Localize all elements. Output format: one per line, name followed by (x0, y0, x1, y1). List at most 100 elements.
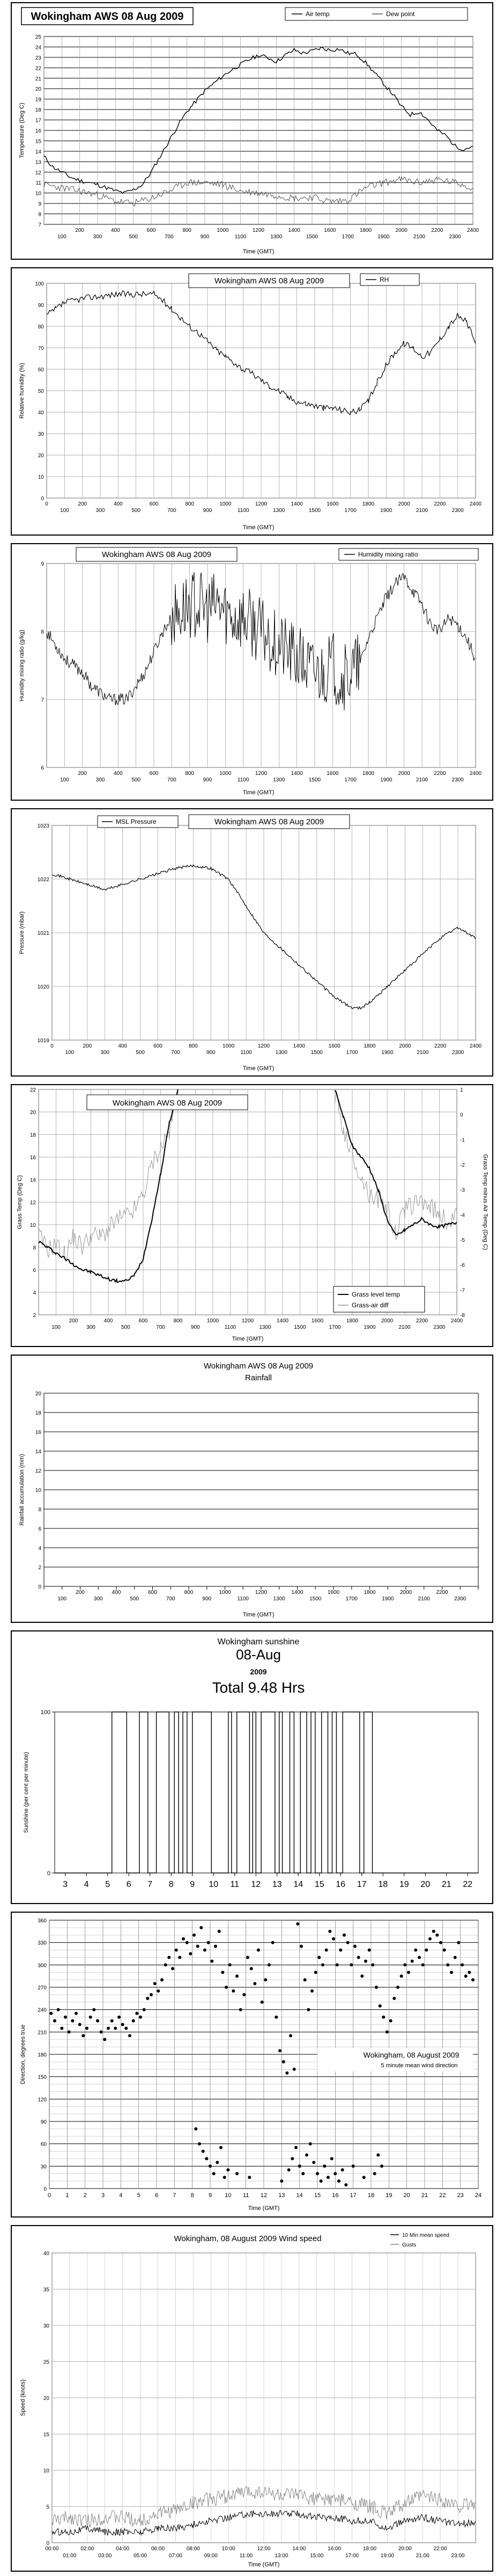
x-tick-label: 2200 (434, 501, 446, 507)
x-tick-label: 1800 (362, 771, 375, 777)
direction-point (239, 2008, 242, 2011)
x-tick-label: 5 (137, 2192, 140, 2199)
y-tick-label: 300 (38, 1963, 47, 1968)
direction-point (232, 1989, 235, 1993)
y-tick-label: 360 (38, 1918, 47, 1924)
direction-point (217, 1929, 221, 1933)
x-tick-label: 4 (84, 1880, 89, 1889)
direction-point (375, 1986, 378, 1989)
y2-axis-title: Grass Temp minus Air Temp (Deg C) (482, 1154, 488, 1250)
direction-point (189, 1952, 192, 1956)
x-axis-title: Time (GMT) (243, 524, 275, 531)
y-tick-label: 22 (35, 65, 42, 71)
direction-point (414, 1948, 418, 1952)
x-tick-label: 900 (203, 777, 212, 783)
y-tick-label: 14 (35, 1449, 42, 1455)
chart-title: Wokingham, 08 August 2009 (364, 2051, 459, 2059)
x-tick-label: 300 (86, 1324, 95, 1330)
y-tick-label: 30 (43, 2323, 50, 2329)
x-tick-label: 18 (378, 1880, 388, 1889)
direction-point (450, 1971, 453, 1974)
x-tick-label: 300 (96, 508, 105, 514)
x-tick-label: 500 (130, 1596, 139, 1602)
x-tick-label: 500 (131, 508, 140, 514)
y-tick-label: 0 (38, 1584, 41, 1590)
direction-point (296, 1922, 300, 1926)
x-tick-label: 15:00 (310, 2553, 323, 2559)
x-axis-title: Time (GMT) (243, 248, 275, 255)
direction-point (246, 1956, 249, 1959)
x-tick-label: 200 (83, 1043, 92, 1049)
direction-point (376, 2153, 380, 2157)
x-tick-label: 1600 (329, 1043, 341, 1049)
x-tick-label: 700 (165, 234, 174, 240)
y-tick-label: 14 (35, 149, 42, 155)
direction-point (291, 2157, 294, 2161)
x-tick-label: 600 (153, 1043, 162, 1049)
y-tick-label: 13 (35, 159, 42, 165)
direction-point (226, 2168, 230, 2172)
y-tick-label: 9 (38, 201, 41, 207)
x-tick-label: 200 (78, 501, 87, 507)
x-tick-label: 1400 (277, 1318, 289, 1324)
direction-point (324, 1948, 328, 1952)
x-tick-label: 08:00 (187, 2546, 200, 2552)
y-tick-label: 16 (35, 1430, 42, 1436)
direction-point (343, 1933, 346, 1937)
x-tick-label: 900 (203, 508, 212, 514)
y-tick-label: 150 (38, 2075, 47, 2081)
direction-point (351, 2164, 355, 2168)
direction-point (468, 1971, 471, 1974)
y-tick-label: 8 (38, 1507, 41, 1513)
chart-date: 08-Aug (236, 1646, 281, 1663)
x-tick-label: 14 (297, 2192, 303, 2199)
direction-point (196, 1944, 199, 1948)
direction-point (312, 2161, 316, 2164)
x-tick-label: 400 (114, 501, 123, 507)
x-tick-label: 12 (261, 2192, 267, 2199)
x-tick-label: 100 (65, 1050, 75, 1056)
direction-point (260, 2000, 264, 2004)
y-axis-title: Humidity mixing ratio (g/kg) (19, 630, 25, 701)
direction-point (210, 1959, 214, 1963)
grass-temp-panel: 2 4 6 8 10 12 14 16 18 20 22 1 0 -1 -2 -3 -4 -5 -6 -7 -8 100 2… (11, 1084, 493, 1347)
direction-point (139, 2015, 142, 2019)
direction-point (344, 2183, 348, 2187)
direction-point (362, 2176, 366, 2179)
direction-point (317, 1956, 321, 1959)
x-tick-label: 400 (111, 228, 120, 233)
direction-point (446, 1963, 450, 1967)
y-tick-label: 18 (35, 1410, 42, 1416)
chart-title: Wokingham AWS 08 Aug 2009 (113, 1099, 222, 1108)
y2-tick-label: 1 (460, 1087, 463, 1093)
direction-point (164, 1963, 167, 1967)
y-tick-label: 30 (38, 431, 45, 437)
x-tick-label: 100 (60, 777, 69, 783)
x-tick-label: 1100 (235, 234, 247, 240)
x-tick-label: 1000 (219, 771, 232, 777)
direction-point (264, 1978, 268, 1982)
mixing-ratio-panel: 6 7 8 9 100 200 300 400 500 600 700 800 900 1000 1100 1… (11, 543, 493, 801)
x-tick-label: 600 (150, 771, 159, 777)
x-tick-label: 1700 (342, 234, 354, 240)
direction-point (271, 1941, 275, 1944)
x-axis-title: Time (GMT) (248, 2205, 280, 2212)
y-tick-label: 70 (38, 346, 45, 352)
x-tick-label: 200 (76, 1590, 85, 1596)
x-tick-label: 2000 (381, 1318, 394, 1324)
direction-point (75, 2011, 78, 2015)
x-tick-label: 04:00 (116, 2546, 129, 2552)
x-tick-label: 1200 (253, 228, 265, 233)
x-tick-label: 22:00 (434, 2546, 447, 2552)
y-tick-label: 18 (30, 1132, 36, 1138)
direction-point (425, 1948, 428, 1952)
direction-point (421, 1963, 425, 1967)
x-tick-label: 2000 (398, 771, 411, 777)
direction-point (223, 2176, 226, 2179)
x-tick-label: 12 (251, 1880, 261, 1889)
x-tick-label: 1700 (345, 777, 357, 783)
x-tick-label: 700 (156, 1324, 165, 1330)
x-tick-label: 1500 (306, 234, 318, 240)
x-tick-label: 2400 (470, 1043, 482, 1049)
